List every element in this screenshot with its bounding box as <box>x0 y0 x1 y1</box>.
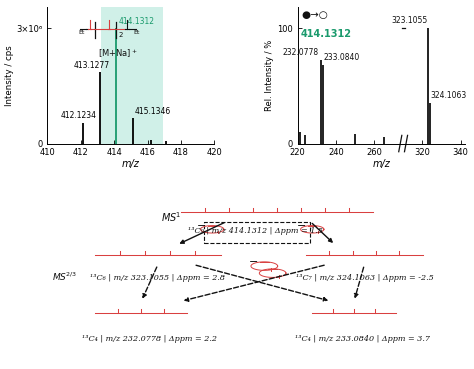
Text: MS$^{2/3}$: MS$^{2/3}$ <box>52 271 77 283</box>
X-axis label: m/z: m/z <box>122 159 140 169</box>
Text: 414.1312: 414.1312 <box>301 29 352 39</box>
Text: ¹³C₇ | m/z 324.1063 | Δppm = -2.5: ¹³C₇ | m/z 324.1063 | Δppm = -2.5 <box>295 274 433 282</box>
Text: −: − <box>197 221 206 231</box>
Text: 415.1346: 415.1346 <box>135 107 171 116</box>
Text: ¹³C₄ | m/z 232.0778 | Δppm = 2.2: ¹³C₄ | m/z 232.0778 | Δppm = 2.2 <box>82 335 217 343</box>
Text: −: − <box>297 221 307 231</box>
Y-axis label: Rel. Intensity / %: Rel. Intensity / % <box>265 40 274 111</box>
Text: 412.1234: 412.1234 <box>61 111 97 120</box>
X-axis label: m/z: m/z <box>372 159 390 169</box>
Text: ¹³C₆ | m/z 323.1055 | Δppm = 2.8: ¹³C₆ | m/z 323.1055 | Δppm = 2.8 <box>91 274 226 282</box>
Text: 324.1063: 324.1063 <box>431 91 467 100</box>
Text: 232.0778: 232.0778 <box>283 48 319 57</box>
Text: MS$^1$: MS$^1$ <box>161 210 181 224</box>
Y-axis label: Intensity / cps: Intensity / cps <box>5 45 14 106</box>
Text: [M+Na]$^+$: [M+Na]$^+$ <box>98 48 138 61</box>
Bar <box>101 7 163 144</box>
Text: ●→○: ●→○ <box>301 10 328 20</box>
Text: 323.1055: 323.1055 <box>391 16 428 25</box>
Text: 233.0840: 233.0840 <box>323 53 360 62</box>
Text: ¹³C₉ | m/z 414.1312 | Δppm = 1.5: ¹³C₉ | m/z 414.1312 | Δppm = 1.5 <box>189 227 323 235</box>
Text: ¹³C₄ | m/z 233.0840 | Δppm = 3.7: ¹³C₄ | m/z 233.0840 | Δppm = 3.7 <box>295 335 430 343</box>
Text: −: − <box>249 257 258 267</box>
Text: 414.1312: 414.1312 <box>118 17 155 26</box>
Text: 413.1277: 413.1277 <box>74 61 110 70</box>
